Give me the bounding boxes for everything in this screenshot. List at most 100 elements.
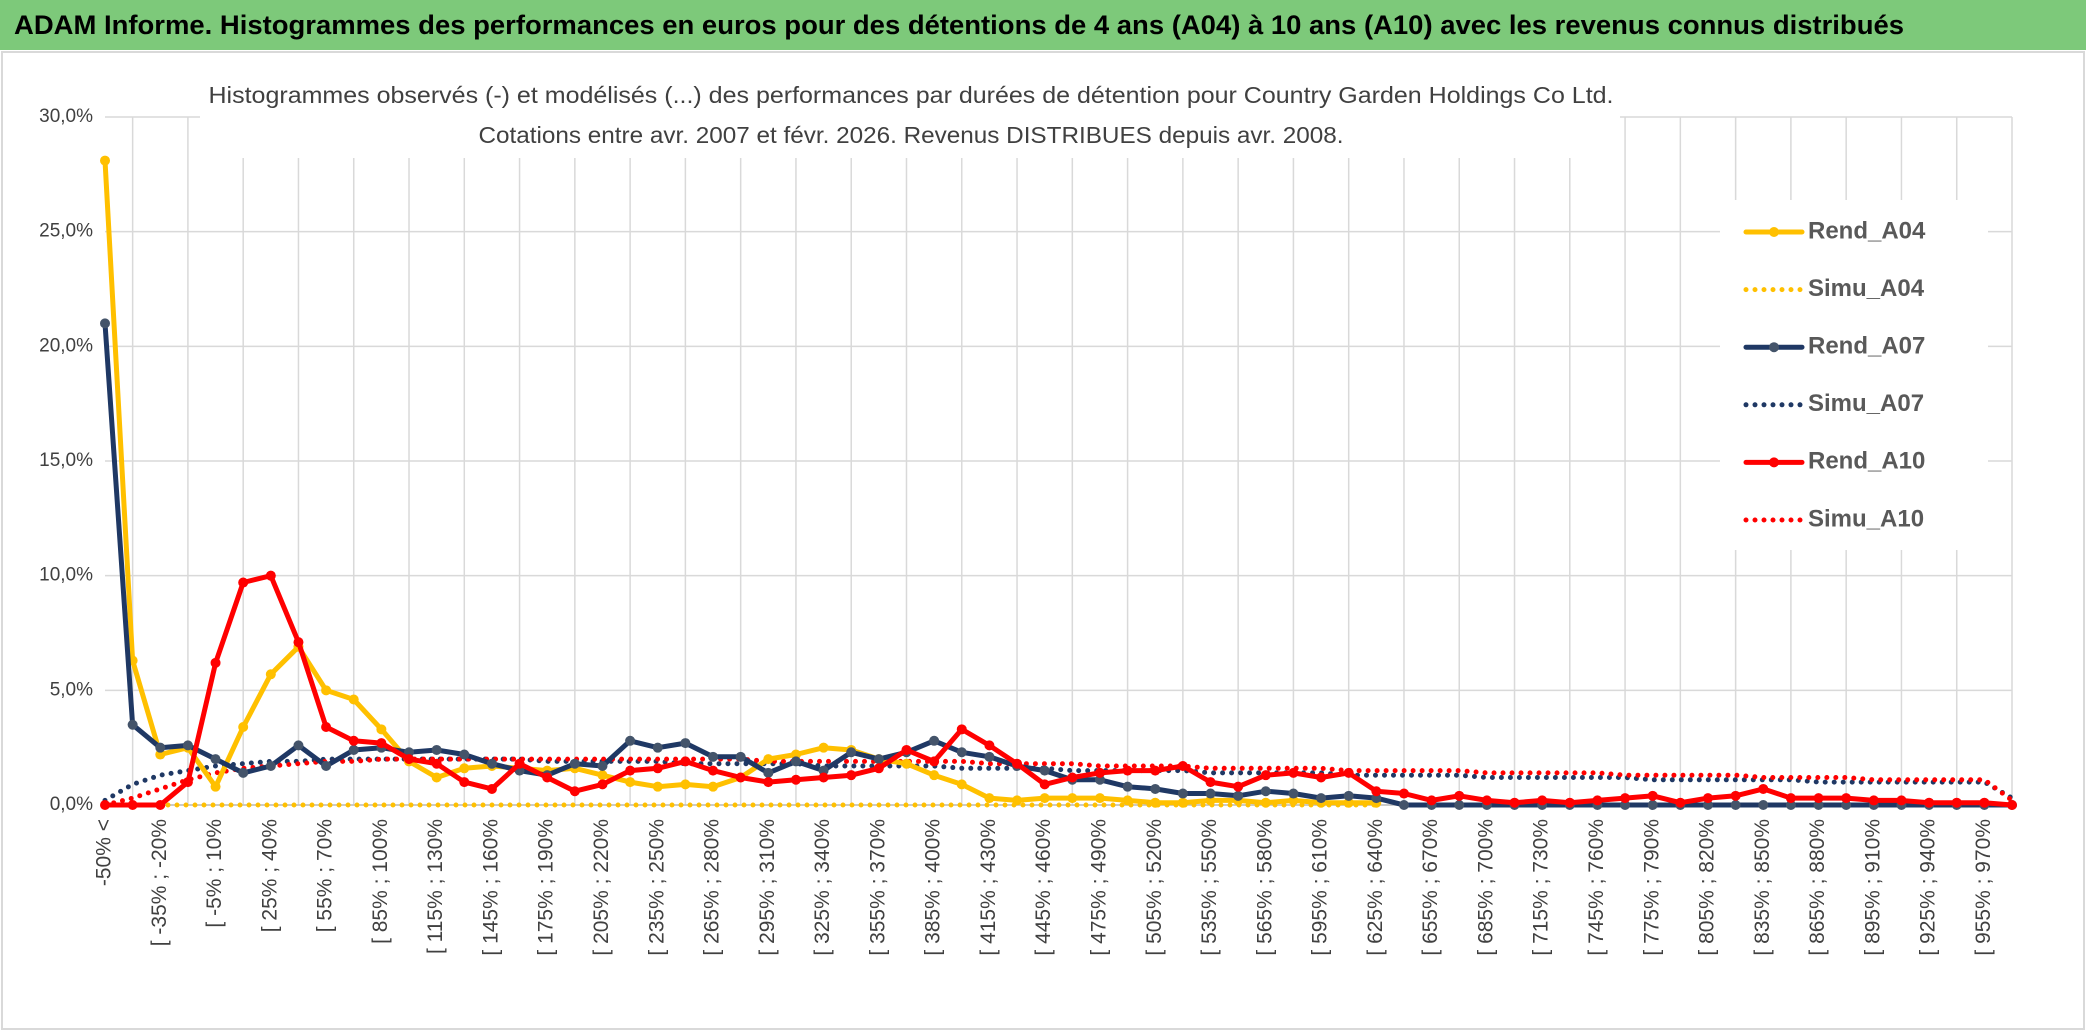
data-point [1150, 797, 1161, 808]
data-point [763, 754, 774, 765]
data-point [984, 740, 995, 751]
legend-label: Rend_A07 [1808, 333, 1925, 360]
x-tick-label: [ 835% ; 850% [1751, 819, 1774, 956]
data-point [1233, 781, 1244, 792]
data-point [155, 749, 166, 760]
x-tick-label: [ 55% ; 70% [314, 819, 337, 932]
data-point [1398, 800, 1409, 810]
y-tick-label: 30,0% [39, 106, 93, 127]
legend-marker [1769, 342, 1779, 353]
data-point [1758, 783, 1769, 794]
x-tick-label: [ 715% ; 730% [1530, 819, 1553, 956]
series-line [102, 573, 2015, 808]
legend-label: Simu_A10 [1808, 505, 1924, 532]
x-tick-label: [ 145% ; 160% [479, 819, 502, 956]
data-point [956, 724, 967, 735]
data-point [265, 570, 276, 581]
data-point [1122, 795, 1133, 806]
data-point [1620, 793, 1631, 804]
data-point [1012, 795, 1023, 806]
data-point [155, 742, 166, 753]
data-point [1177, 797, 1188, 808]
data-point [1122, 765, 1133, 776]
data-point [1343, 767, 1354, 778]
data-point [1785, 793, 1796, 804]
x-tick-label: [ 475% ; 490% [1088, 819, 1111, 956]
data-point [652, 781, 663, 792]
data-point [763, 767, 774, 778]
data-point [348, 735, 359, 746]
data-point [763, 777, 774, 788]
x-tick-label: [ 505% ; 520% [1143, 819, 1166, 956]
legend-label: Rend_A04 [1808, 217, 1926, 244]
legend-marker [1769, 227, 1779, 237]
data-point [238, 577, 249, 588]
data-point [459, 749, 470, 760]
data-point [597, 779, 608, 790]
data-point [625, 735, 636, 746]
x-tick-label: [ 955% ; 970% [1972, 819, 1995, 956]
legend-label: Simu_A04 [1808, 275, 1925, 302]
data-point [1841, 800, 1852, 810]
y-tick-label: 20,0% [39, 335, 93, 356]
data-point [1039, 779, 1050, 790]
data-point [431, 758, 442, 769]
data-point [818, 772, 829, 783]
data-point [155, 800, 166, 810]
data-point [929, 756, 940, 767]
x-tick-label: [ 565% ; 580% [1253, 819, 1276, 956]
data-point [1039, 793, 1050, 804]
data-point [1067, 772, 1078, 783]
data-point [459, 777, 470, 788]
data-point [404, 747, 415, 758]
chart-border [1, 51, 2085, 1030]
data-point [625, 765, 636, 776]
data-point [790, 774, 801, 785]
data-point [293, 740, 304, 751]
data-point [1233, 790, 1244, 801]
data-point [514, 758, 525, 769]
data-point [901, 758, 912, 769]
data-point [873, 763, 884, 774]
chart-title: Histogrammes observés (-) et modélisés (… [209, 82, 1614, 108]
x-tick-label: [ 295% ; 310% [756, 819, 779, 956]
data-point [1288, 795, 1299, 806]
x-tick-label: [ 85% ; 100% [369, 819, 392, 944]
page-title: ADAM Informe. Histogrammes des performan… [14, 10, 1904, 40]
data-point [1205, 788, 1216, 799]
x-tick-label: [ 445% ; 460% [1032, 819, 1055, 956]
data-point [1316, 793, 1327, 804]
data-point [1924, 797, 1935, 808]
data-point [1509, 797, 1520, 808]
data-point [210, 657, 221, 668]
x-tick-label: [ 385% ; 400% [922, 819, 945, 956]
data-point [486, 758, 497, 769]
x-tick-label: [ 775% ; 790% [1640, 819, 1663, 956]
x-tick-label: [ 925% ; 940% [1917, 819, 1940, 956]
data-point [1730, 800, 1741, 810]
data-point [1371, 793, 1382, 804]
data-point [1177, 761, 1188, 772]
data-point [1398, 788, 1409, 799]
data-point [1205, 795, 1216, 806]
data-point [376, 738, 387, 749]
data-point [100, 800, 110, 810]
data-point [321, 761, 332, 772]
x-tick-label: [ 685% ; 700% [1474, 819, 1497, 956]
data-point [790, 756, 801, 767]
data-point [1868, 795, 1879, 806]
x-tick-label: [ 265% ; 280% [701, 819, 724, 956]
data-point [404, 754, 415, 765]
data-point [321, 685, 332, 696]
x-tick-label: [ -5% ; 10% [203, 819, 226, 928]
data-point [1343, 790, 1354, 801]
data-point [1260, 786, 1271, 797]
data-point [376, 724, 387, 735]
x-tick-label: [ 865% ; 880% [1806, 819, 1829, 956]
data-point [569, 786, 580, 797]
data-point [818, 742, 829, 753]
data-point [1675, 797, 1686, 808]
data-point [1094, 767, 1105, 778]
data-point [1288, 788, 1299, 799]
data-point [100, 318, 110, 329]
